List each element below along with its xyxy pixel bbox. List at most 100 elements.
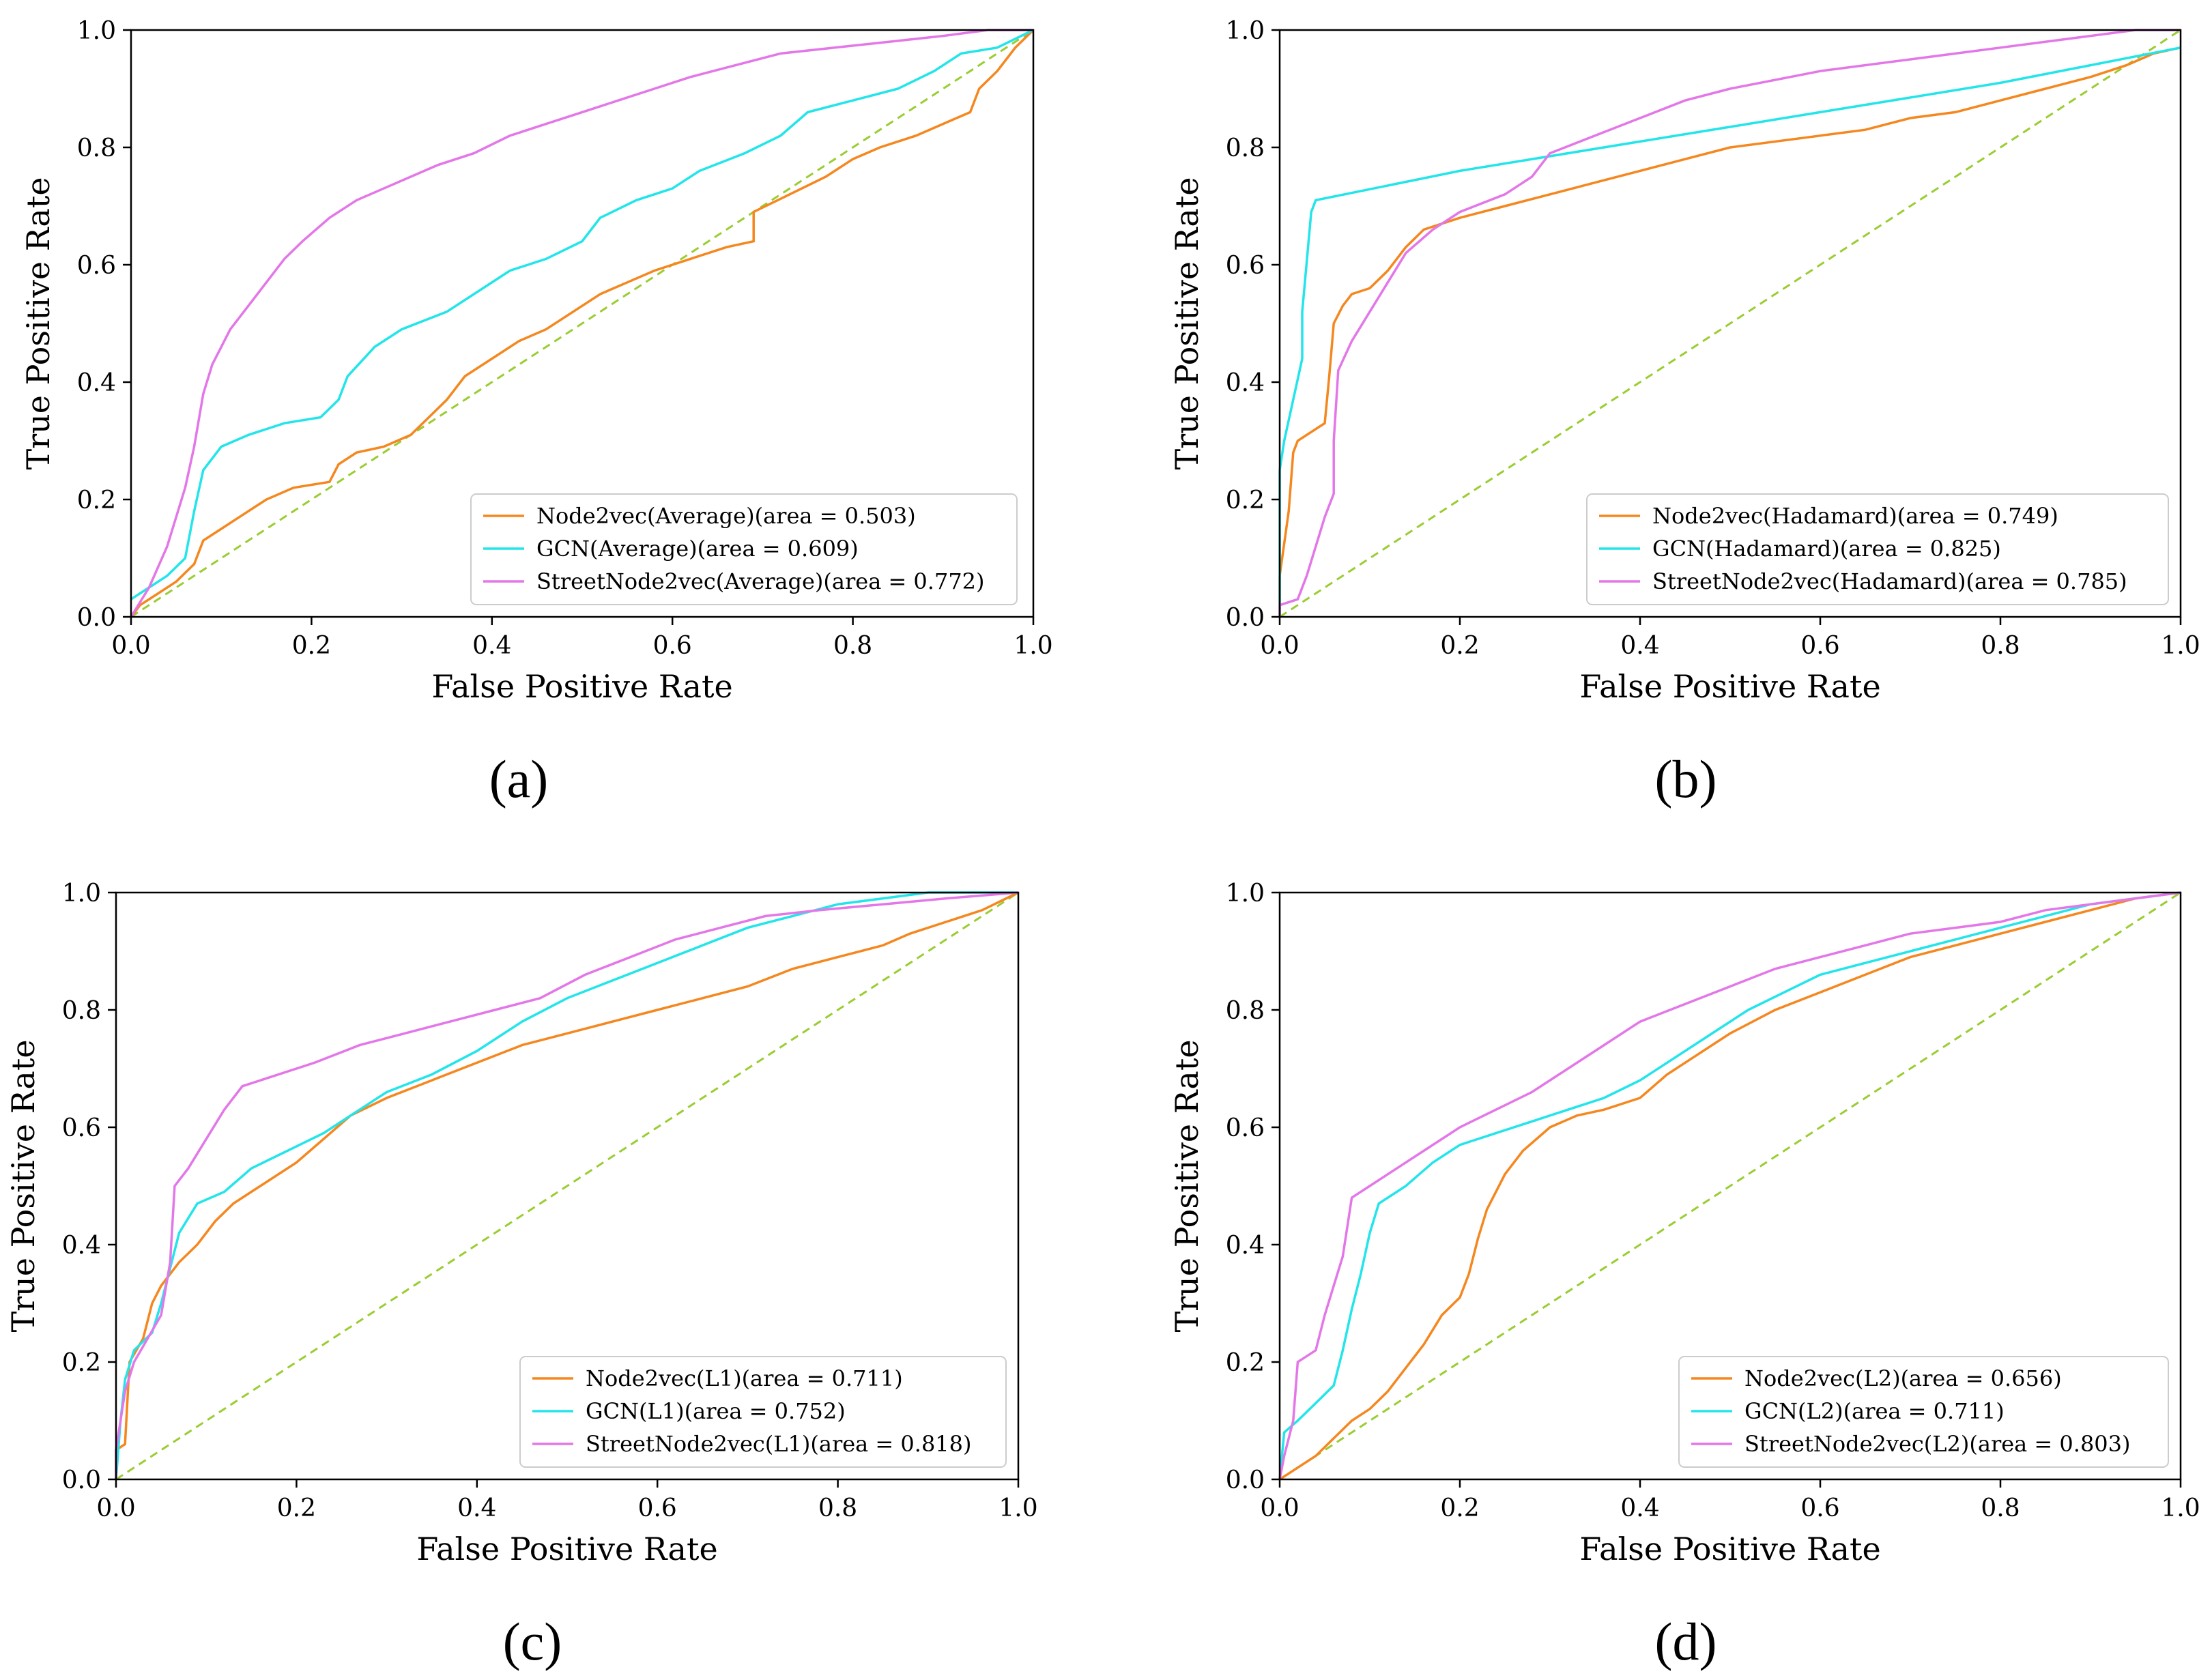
x-tick-label: 0.4 bbox=[457, 1494, 496, 1522]
legend-box bbox=[1586, 493, 2169, 605]
panel-caption: (a) bbox=[489, 749, 549, 809]
series-line-2 bbox=[1278, 46, 2181, 617]
series-line-3 bbox=[1278, 29, 2181, 617]
y-tick-label: 0.2 bbox=[1226, 1349, 1265, 1377]
series-line-1 bbox=[115, 891, 1019, 1479]
y-axis-title: True Positive Rate bbox=[5, 1039, 42, 1332]
series-line-1 bbox=[130, 29, 1035, 618]
legend-entry-3: StreetNode2vec(L1)(area = 0.818) bbox=[586, 1431, 972, 1457]
x-tick-label: 0.6 bbox=[638, 1494, 677, 1522]
series-line-2 bbox=[115, 891, 1018, 1480]
legend-entry-2: GCN(L1)(area = 0.752) bbox=[586, 1398, 846, 1424]
legend: Node2vec(Hadamard)(area = 0.749) GCN(Hada… bbox=[1586, 493, 2169, 605]
x-tick-label: 0.0 bbox=[111, 632, 150, 660]
y-tick-label: 0.4 bbox=[1226, 1232, 1265, 1260]
x-tick-label: 0.0 bbox=[1260, 632, 1299, 660]
y-tick-label: 0.6 bbox=[62, 1114, 101, 1142]
y-tick-label: 0.0 bbox=[1226, 1466, 1265, 1494]
series-line-2 bbox=[1278, 891, 2181, 1480]
y-tick-label: 0.0 bbox=[1226, 604, 1265, 632]
diagonal-reference-line bbox=[1279, 891, 2181, 1481]
panel-caption: (c) bbox=[503, 1612, 562, 1671]
y-tick-label: 0.8 bbox=[62, 997, 101, 1025]
y-tick-label: 0.2 bbox=[77, 487, 116, 515]
x-tick-label: 0.8 bbox=[1981, 632, 2020, 660]
roc-panel-3: 0.0 0.2 0.4 0.6 0.8 1.0 0.0 0.2 0.4 0.6 0.8 1.0 Fals… bbox=[5, 880, 1038, 1567]
x-tick-label: 1.0 bbox=[2161, 1494, 2200, 1522]
legend-entry-3: StreetNode2vec(Average)(area = 0.772) bbox=[536, 568, 985, 594]
legend-box bbox=[470, 493, 1018, 605]
roc-panel-4: 0.0 0.2 0.4 0.6 0.8 1.0 0.0 0.2 0.4 0.6 0.8 1.0 Fals… bbox=[1168, 880, 2200, 1567]
x-tick-label: 1.0 bbox=[999, 1494, 1037, 1522]
y-tick-label: 0.2 bbox=[1226, 487, 1265, 515]
diagonal-reference-line bbox=[130, 29, 1034, 618]
y-tick-label: 0.8 bbox=[1226, 134, 1265, 162]
y-tick-label: 1.0 bbox=[1226, 17, 1265, 45]
panel-caption: (b) bbox=[1655, 749, 1717, 809]
legend-box bbox=[1678, 1356, 2169, 1468]
x-axis-title: False Positive Rate bbox=[1579, 668, 1880, 705]
series-line-3 bbox=[130, 29, 1033, 618]
y-axis-title: True Positive Rate bbox=[20, 177, 57, 469]
x-axis-title: False Positive Rate bbox=[431, 668, 732, 705]
plot-frame bbox=[1278, 29, 2182, 618]
x-tick-label: 0.4 bbox=[1620, 632, 1659, 660]
y-tick-label: 0.8 bbox=[1226, 997, 1265, 1025]
y-tick-label: 0.6 bbox=[77, 252, 116, 280]
x-tick-label: 0.2 bbox=[1440, 1494, 1479, 1522]
diagonal-reference-line bbox=[1279, 29, 2181, 618]
x-tick-label: 0.8 bbox=[1981, 1494, 2020, 1522]
y-tick-label: 0.0 bbox=[62, 1466, 101, 1494]
legend: Node2vec(L2)(area = 0.656) GCN(L2)(area =… bbox=[1678, 1356, 2169, 1468]
plot-frame bbox=[1278, 891, 2182, 1481]
legend-entry-2: GCN(L2)(area = 0.711) bbox=[1744, 1398, 2005, 1424]
plot-frame bbox=[130, 29, 1035, 618]
legend-entry-2: GCN(Hadamard)(area = 0.825) bbox=[1652, 536, 2001, 562]
panel-caption: (d) bbox=[1655, 1612, 1717, 1671]
y-tick-label: 0.8 bbox=[77, 134, 116, 162]
x-axis-title: False Positive Rate bbox=[416, 1531, 717, 1567]
legend-entry-1: Node2vec(L1)(area = 0.711) bbox=[586, 1365, 903, 1391]
x-tick-label: 0.6 bbox=[1800, 1494, 1839, 1522]
y-tick-label: 0.4 bbox=[62, 1232, 101, 1260]
series-line-3 bbox=[115, 891, 1019, 1479]
roc-panel-2: 0.0 0.2 0.4 0.6 0.8 1.0 0.0 0.2 0.4 0.6 0.8 1.0 Fals… bbox=[1168, 17, 2200, 705]
legend-entry-3: StreetNode2vec(Hadamard)(area = 0.785) bbox=[1652, 568, 2127, 594]
plot-frame bbox=[115, 891, 1020, 1481]
legend-entry-1: Node2vec(Hadamard)(area = 0.749) bbox=[1652, 503, 2058, 529]
legend-entry-3: StreetNode2vec(L2)(area = 0.803) bbox=[1744, 1431, 2131, 1457]
x-axis-title: False Positive Rate bbox=[1579, 1531, 1880, 1567]
x-tick-label: 0.8 bbox=[818, 1494, 857, 1522]
y-tick-label: 0.6 bbox=[1226, 1114, 1265, 1142]
y-tick-label: 0.6 bbox=[1226, 252, 1265, 280]
x-tick-label: 0.6 bbox=[1800, 632, 1839, 660]
y-tick-label: 1.0 bbox=[1226, 880, 1265, 908]
series-line-1 bbox=[1279, 891, 2181, 1481]
x-tick-label: 0.2 bbox=[1440, 632, 1479, 660]
y-axis-title: True Positive Rate bbox=[1168, 1039, 1205, 1332]
y-tick-label: 0.4 bbox=[1226, 369, 1265, 397]
legend: Node2vec(Average)(area = 0.503) GCN(Avera… bbox=[470, 493, 1018, 605]
y-axis-title: True Positive Rate bbox=[1168, 177, 1205, 469]
x-tick-label: 1.0 bbox=[1014, 632, 1052, 660]
x-tick-label: 0.0 bbox=[1260, 1494, 1299, 1522]
series-line-2 bbox=[130, 29, 1034, 600]
legend: Node2vec(L1)(area = 0.711) GCN(L1)(area =… bbox=[519, 1356, 1007, 1468]
x-tick-label: 0.0 bbox=[96, 1494, 135, 1522]
legend-box bbox=[519, 1356, 1007, 1468]
series-line-1 bbox=[1278, 46, 2181, 617]
x-tick-label: 0.4 bbox=[472, 632, 511, 660]
x-tick-label: 1.0 bbox=[2161, 632, 2200, 660]
y-tick-label: 1.0 bbox=[62, 880, 101, 908]
x-tick-label: 0.2 bbox=[277, 1494, 316, 1522]
x-tick-label: 0.8 bbox=[833, 632, 872, 660]
legend-entry-1: Node2vec(Average)(area = 0.503) bbox=[536, 503, 916, 529]
x-tick-label: 0.2 bbox=[292, 632, 331, 660]
roc-panel-1: 0.0 0.2 0.4 0.6 0.8 1.0 0.0 0.2 0.4 0.6 0.8 1.0 Fals… bbox=[20, 17, 1053, 705]
y-tick-label: 0.4 bbox=[77, 369, 116, 397]
x-tick-label: 0.6 bbox=[653, 632, 692, 660]
series-line-3 bbox=[1278, 891, 2181, 1480]
y-tick-label: 0.0 bbox=[77, 604, 116, 632]
legend-entry-1: Node2vec(L2)(area = 0.656) bbox=[1744, 1365, 2062, 1391]
